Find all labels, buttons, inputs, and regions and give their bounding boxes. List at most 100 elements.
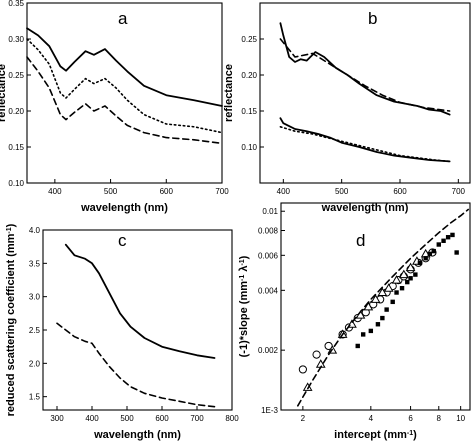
data-point-square	[454, 250, 459, 255]
x-tick-label: 8	[437, 414, 442, 423]
data-point-circle	[298, 365, 307, 374]
y-tick-label: 0.004	[258, 286, 279, 295]
y-tick-label: 0.10	[241, 143, 257, 152]
y-tick-label: 0.15	[241, 107, 257, 116]
data-point-square	[413, 272, 418, 277]
y-tick-label: 0.30	[8, 35, 24, 44]
data-point-square	[427, 251, 433, 257]
series-line-dashed	[279, 38, 451, 112]
y-tick-label: 0.20	[8, 107, 24, 116]
panel-c: 300 400 500 600 700 800 1.5 2.0 2.5 3.0 3.5 4.0 c wav…	[5, 223, 239, 441]
x-tick-label: 6	[408, 414, 413, 423]
panel-letter: b	[368, 9, 377, 28]
data-point-square	[380, 315, 385, 321]
y-tick-label: 4.0	[29, 226, 41, 235]
plot-frame	[259, 2, 471, 184]
y-tick-label: 3.5	[29, 259, 41, 268]
data-point-square	[390, 299, 395, 305]
data-point-square	[394, 290, 399, 295]
data-point-square	[355, 343, 360, 349]
data-point-triangle	[405, 262, 416, 272]
data-point-triangle	[370, 294, 381, 303]
data-point-square	[445, 235, 451, 240]
data-point-square	[384, 307, 389, 312]
x-tick-label: 700	[215, 187, 229, 196]
y-axis-label: reflectance	[223, 64, 235, 122]
series-line-solid	[279, 117, 451, 163]
data-point-triangle	[398, 269, 409, 279]
x-tick-label: 500	[335, 187, 349, 196]
y-tick-label: 2.5	[29, 326, 41, 335]
y-axis-label: reflectance	[0, 64, 8, 122]
series-line-dotted	[26, 38, 223, 134]
data-point-triangle	[377, 287, 388, 297]
y-tick-label: 0.15	[8, 143, 24, 152]
data-point-square	[441, 238, 446, 243]
x-tick-label: 700	[452, 187, 466, 196]
x-tick-label: 400	[48, 187, 62, 196]
y-tick-label: 0.25	[241, 35, 257, 44]
data-point-triangle	[363, 301, 374, 311]
data-point-square	[360, 332, 366, 337]
panel-letter: d	[356, 231, 365, 250]
y-tick-label: 3.0	[29, 293, 41, 302]
y-tick-label: 0.20	[241, 71, 257, 80]
x-axis-label: wavelength (nm)	[321, 202, 409, 214]
data-point-square	[375, 322, 381, 327]
panel-b: 400 500 600 700 0.10 0.15 0.20 0.25 b wavelength …	[223, 2, 471, 214]
data-point-triangle	[383, 283, 394, 292]
x-tick-label: 500	[104, 187, 118, 196]
x-axis-label: wavelength (nm)	[80, 202, 168, 214]
y-axis-label: (-1)*slope (mm-1 λ-1)	[238, 255, 250, 357]
x-tick-label: 400	[85, 414, 99, 423]
y-tick-label: 0.25	[8, 71, 24, 80]
x-axis-label: intercept (mm-1)	[334, 429, 417, 441]
data-point-square	[417, 260, 423, 266]
x-tick-label: 600	[155, 414, 169, 423]
panel-letter: a	[118, 9, 128, 28]
series-line-dashed	[56, 322, 216, 408]
data-point-square	[368, 328, 374, 334]
data-point-square	[436, 242, 441, 247]
y-tick-label: 0.10	[8, 179, 24, 188]
series-line-solid	[279, 22, 451, 116]
data-point-square	[450, 232, 455, 238]
x-tick-label: 300	[50, 414, 64, 423]
y-tick-label: 0.002	[258, 346, 279, 355]
y-tick-label: 1.5	[29, 393, 41, 402]
data-point-circle	[312, 350, 321, 359]
series-line-dotted	[279, 126, 451, 163]
panel-a: 400 500 600 700 0.10 0.15 0.20 0.25 0.30 0.35 a wav…	[0, 0, 229, 214]
x-tick-label: 400	[277, 187, 291, 196]
data-point-triangle	[391, 275, 402, 284]
x-tick-label: 800	[225, 414, 239, 423]
plot-frame	[42, 229, 233, 411]
data-point-square	[399, 285, 405, 291]
x-tick-label: 500	[120, 414, 134, 423]
series-line-dashed	[26, 56, 223, 145]
y-tick-label: 0.35	[8, 0, 24, 8]
series-line-dashed	[297, 208, 469, 407]
panel-d: 2 4 6 8 10 1E-3 0.002 0.004 0.006 0.008 0.01 d inter…	[238, 202, 471, 441]
panel-letter: c	[118, 231, 127, 250]
x-axis-label: wavelength (nm)	[93, 429, 181, 441]
y-tick-label: 1E-3	[261, 406, 278, 415]
series-line-solid	[64, 243, 216, 359]
x-tick-label: 600	[393, 187, 407, 196]
x-tick-label: 700	[190, 414, 204, 423]
x-tick-label: 2	[301, 414, 306, 423]
y-axis-label: reduced scattering coefficient (mm-1)	[5, 223, 17, 416]
plot-frame	[280, 202, 471, 411]
y-tick-label: 0.006	[258, 251, 279, 260]
data-point-square	[431, 248, 436, 254]
data-point-square	[408, 276, 413, 281]
x-tick-label: 600	[160, 187, 174, 196]
data-point-square	[405, 279, 410, 285]
y-tick-label: 0.01	[262, 207, 278, 216]
y-tick-label: 0.008	[258, 226, 279, 235]
data-point-square	[423, 256, 428, 261]
x-tick-label: 10	[456, 414, 465, 423]
x-tick-label: 4	[369, 414, 374, 423]
series-line-solid	[26, 27, 223, 107]
